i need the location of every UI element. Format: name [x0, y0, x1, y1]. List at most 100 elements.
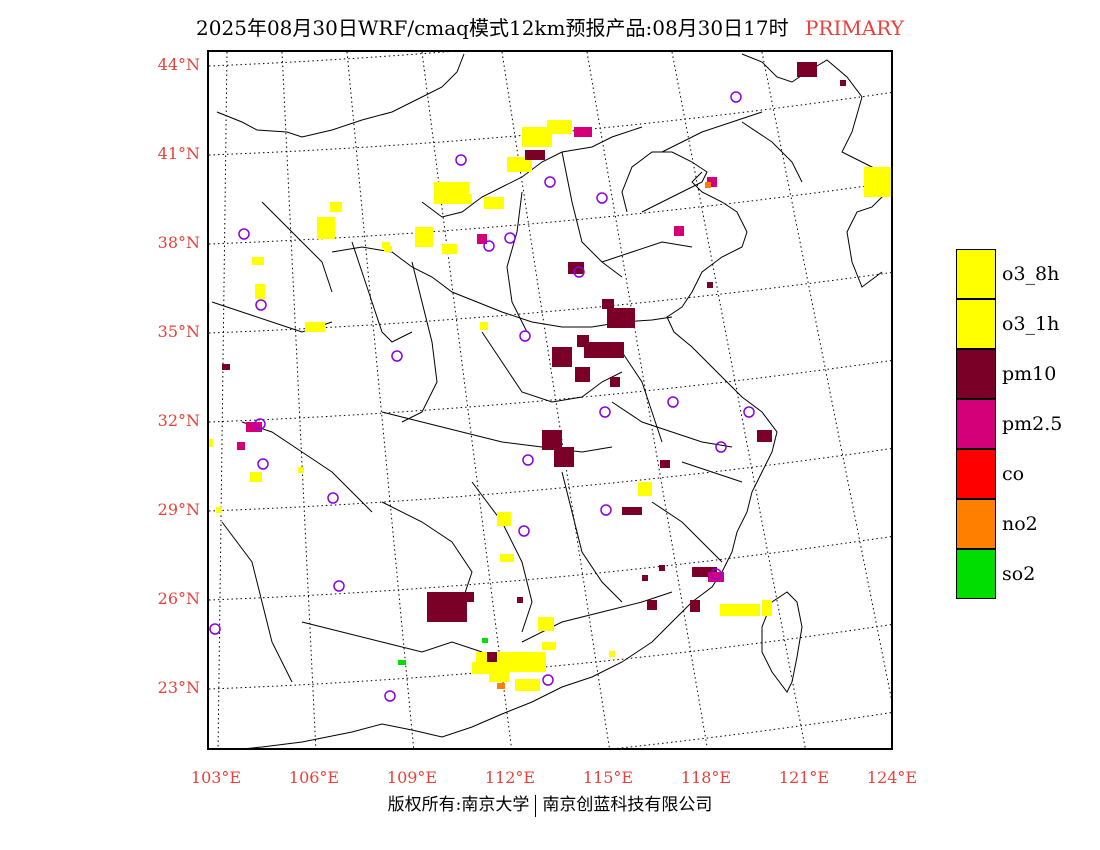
ozone-pixel — [382, 242, 390, 248]
lon-label-121: 121°E — [778, 768, 830, 787]
ozone-pixel — [330, 202, 342, 212]
lon-line-106 — [281, 52, 317, 748]
lon-label-106: 106°E — [288, 768, 340, 787]
ozone-pixel — [480, 322, 488, 330]
pm10-pixel — [690, 600, 700, 612]
legend-swatch — [956, 449, 996, 499]
ozone-pixel — [542, 642, 556, 650]
ozone-pixel — [384, 246, 392, 252]
legend-swatch — [956, 549, 996, 599]
pm10-pixel — [517, 597, 523, 603]
ozone-pixel — [415, 227, 433, 247]
legend-swatch — [956, 499, 996, 549]
station-marker[interactable] — [254, 418, 266, 430]
lon-label-115: 115°E — [582, 768, 634, 787]
pm10-pixel — [622, 507, 642, 515]
pm25-pixel — [708, 572, 724, 582]
pm10-pixel — [575, 367, 590, 382]
map-canvas — [209, 52, 891, 748]
prov-yunnan — [221, 521, 293, 683]
monitoring-stations — [209, 91, 755, 702]
prov-henan — [481, 331, 623, 403]
legend-label: no2 — [1002, 513, 1038, 535]
map-panel[interactable] — [207, 50, 893, 750]
lat-line-20 — [615, 712, 891, 748]
station-marker[interactable] — [333, 580, 345, 592]
ozone-pixel — [255, 284, 265, 299]
station-marker[interactable] — [455, 154, 467, 166]
ozone-pixel — [507, 157, 532, 172]
copyright-divider — [535, 794, 537, 817]
station-marker[interactable] — [518, 525, 530, 537]
station-marker[interactable] — [544, 176, 556, 188]
prov-fujian — [651, 501, 723, 563]
station-marker[interactable] — [600, 504, 612, 516]
station-marker[interactable] — [384, 690, 396, 702]
pm10-pixel — [542, 430, 562, 450]
station-marker[interactable] — [255, 299, 267, 311]
station-marker[interactable] — [715, 441, 727, 453]
legend-label: o3_1h — [1002, 313, 1060, 335]
station-marker[interactable] — [522, 454, 534, 466]
so2-pixel — [398, 660, 406, 665]
station-marker[interactable] — [667, 396, 679, 408]
no2-pixel — [705, 182, 711, 188]
ozone-pixel — [489, 672, 509, 682]
ozone-pixel — [298, 467, 304, 473]
prov-shandong — [601, 241, 693, 263]
copyright-footer: 版权所有:南京大学 南京创蓝科技有限公司 — [0, 790, 1100, 817]
station-marker[interactable] — [596, 192, 608, 204]
pm10-pixel — [707, 282, 713, 288]
prov-sichuan — [241, 421, 373, 513]
pm10-pixel — [222, 364, 230, 370]
ozone-pixel — [216, 507, 222, 513]
pm25-pixel — [707, 177, 717, 187]
station-marker[interactable] — [573, 266, 585, 278]
title-text: 2025年08月30日WRF/cmaq模式12km预报产品:08月30日17时 — [196, 16, 789, 40]
ozone-pixel — [484, 197, 504, 209]
pm25-pixel — [574, 127, 592, 137]
ozone-pixel — [250, 472, 262, 482]
ozone-pixel — [638, 482, 652, 496]
pm25-pixel — [674, 226, 684, 236]
station-marker[interactable] — [599, 406, 611, 418]
station-marker[interactable] — [257, 458, 269, 470]
pm10-pixel — [427, 592, 467, 622]
prov-guizhou — [381, 501, 473, 603]
pm10-pixel — [642, 575, 648, 581]
station-marker[interactable] — [730, 91, 742, 103]
station-marker[interactable] — [542, 674, 554, 686]
station-marker[interactable] — [504, 232, 516, 244]
pm10-pixel — [659, 565, 665, 571]
lat-label-41: 41°N — [157, 144, 200, 163]
pm10-pixel — [607, 308, 635, 328]
prov-jilin — [741, 121, 803, 183]
taiwan-island — [761, 591, 803, 693]
station-marker[interactable] — [710, 568, 722, 580]
lat-line-29 — [209, 448, 891, 512]
station-marker[interactable] — [327, 492, 339, 504]
lon-line-124 — [761, 52, 891, 700]
pm10-pixel — [487, 652, 497, 662]
legend-label: so2 — [1002, 563, 1036, 585]
station-marker[interactable] — [483, 240, 495, 252]
legend-swatch — [956, 249, 996, 299]
station-marker[interactable] — [743, 406, 755, 418]
station-marker[interactable] — [519, 330, 531, 342]
station-marker[interactable] — [238, 228, 250, 240]
title-primary: PRIMARY — [804, 16, 904, 40]
prov-jiangxi — [561, 471, 623, 603]
legend-label: o3_8h — [1002, 263, 1060, 285]
pm10-pixel — [610, 377, 620, 387]
ozone-pixel — [472, 662, 492, 674]
lon-line-112 — [421, 52, 512, 748]
prov-shanxi — [506, 191, 528, 333]
prov-shaanxi-west — [401, 261, 438, 423]
ozone-pixel — [209, 439, 213, 447]
station-marker[interactable] — [209, 623, 221, 635]
pm10-pixel — [584, 342, 624, 358]
pm10-pixel — [554, 447, 574, 467]
lat-label-23: 23°N — [157, 678, 200, 697]
pm10-pixel — [692, 567, 717, 577]
station-marker[interactable] — [391, 350, 403, 362]
